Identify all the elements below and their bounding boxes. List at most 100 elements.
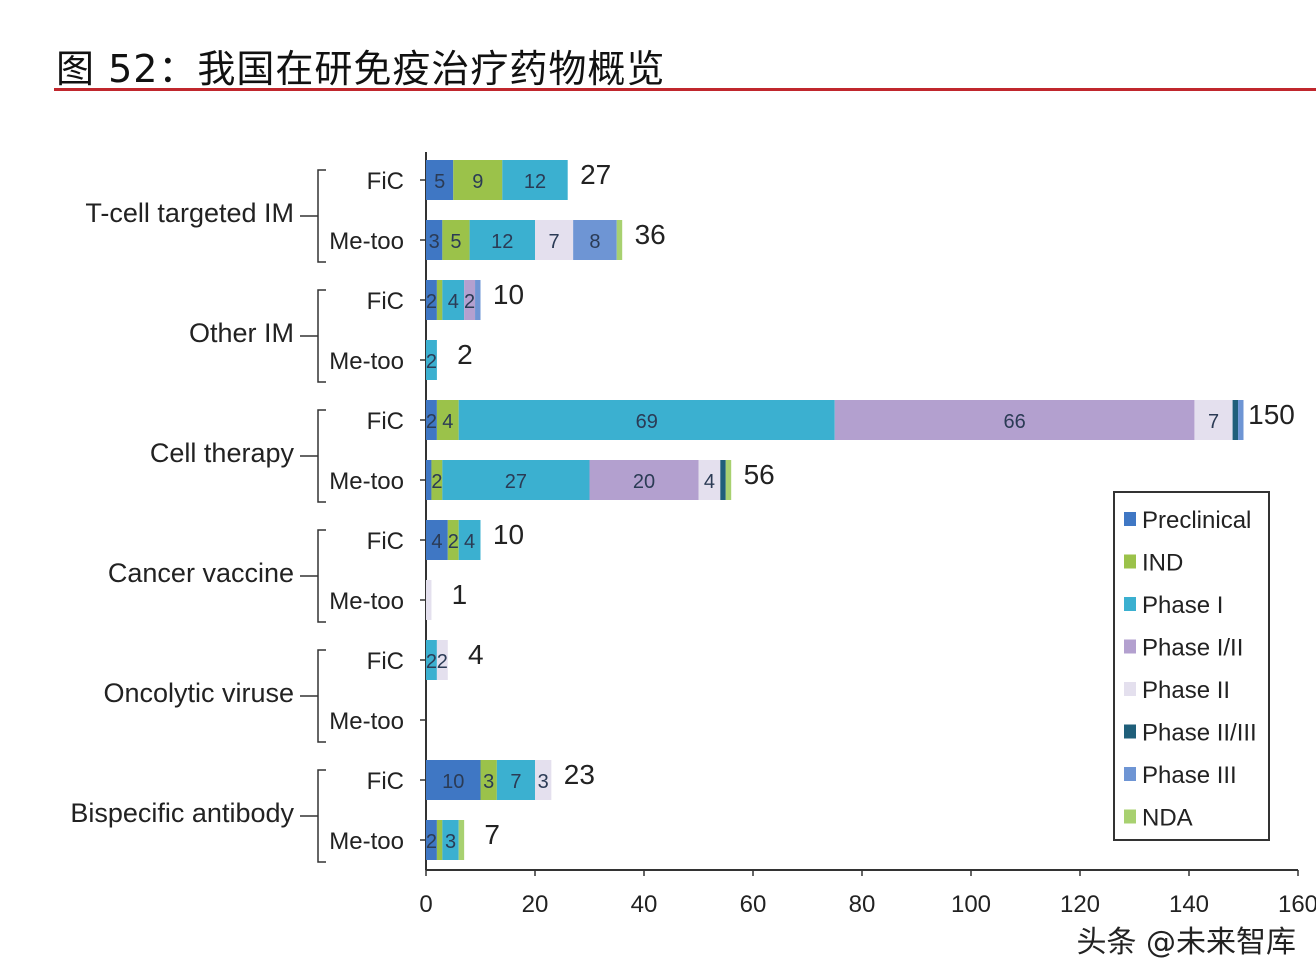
- legend-label: Phase III: [1142, 762, 1237, 789]
- group-bracket: [300, 169, 326, 263]
- bar-segment-preclinical: [426, 220, 443, 260]
- group-bracket: [300, 289, 326, 383]
- segment-label: 5: [450, 231, 461, 253]
- bar-segment-preclinical: [426, 400, 437, 440]
- x-tick-label: 140: [1169, 891, 1209, 918]
- group-label: Cell therapy: [150, 438, 295, 468]
- bar-segment-preclinical: [426, 160, 454, 200]
- group-bracket: [300, 529, 326, 623]
- bar-segment-phase-ii: [426, 580, 432, 620]
- watermark: 头条 @未来智库: [1076, 925, 1296, 960]
- legend-label: Phase I/II: [1142, 635, 1243, 662]
- bar-segment-preclinical: [426, 520, 448, 560]
- legend-label: Phase II/III: [1142, 720, 1257, 747]
- bar-segment-preclinical: [426, 460, 432, 500]
- group-bracket: [300, 409, 326, 503]
- row-total-label: 150: [1248, 399, 1295, 430]
- x-tick-label: 100: [951, 891, 991, 918]
- row-label: Me-too: [329, 708, 404, 735]
- bar-segment-ind: [436, 820, 443, 860]
- x-tick-label: 120: [1060, 891, 1100, 918]
- legend-box: [1113, 491, 1270, 841]
- row-total-label: 27: [580, 159, 611, 190]
- bar-segment-phase-ii-iii: [720, 460, 726, 500]
- row-label: Me-too: [329, 588, 404, 615]
- legend-swatch: [1124, 724, 1136, 739]
- bar-segment-phase-i-ii: [464, 280, 476, 320]
- figure-title: 图 52：我国在研免疫治疗药物概览: [56, 47, 666, 91]
- legend-swatch: [1124, 809, 1136, 824]
- row-label: FiC: [367, 768, 404, 795]
- segment-label: 9: [472, 171, 483, 193]
- segment-label: 12: [524, 171, 546, 193]
- bar-segment-phase-iii: [475, 280, 481, 320]
- row-total-label: 10: [493, 519, 524, 550]
- segment-label: 3: [445, 831, 456, 853]
- bar-segment-ind: [436, 400, 459, 440]
- bar-segment-ind: [453, 160, 503, 200]
- group-label: Cancer vaccine: [108, 558, 294, 588]
- segment-label: 4: [464, 531, 475, 553]
- legend-label: Preclinical: [1142, 507, 1251, 534]
- bar-segment-phase-i: [442, 820, 459, 860]
- row-total-label: 2: [457, 339, 473, 370]
- bar-segment-phase-i: [469, 220, 535, 260]
- bar-segment-phase-iii: [573, 220, 617, 260]
- bar-segment-phase-ii: [535, 760, 552, 800]
- segment-label: 2: [426, 291, 437, 313]
- legend-label: Phase II: [1142, 677, 1230, 704]
- legend-label: IND: [1142, 550, 1183, 577]
- segment-label: 2: [426, 351, 437, 373]
- legend-swatch: [1124, 639, 1136, 654]
- x-tick-label: 160: [1278, 891, 1316, 918]
- bar-segment-ind: [436, 280, 443, 320]
- legend-swatch: [1124, 597, 1136, 611]
- bar-segment-ind: [431, 460, 443, 500]
- segment-label: 3: [538, 771, 549, 793]
- x-tick-label: 60: [740, 891, 767, 918]
- row-total-label: 4: [468, 639, 484, 670]
- row-label: Me-too: [329, 228, 404, 255]
- segment-label: 2: [437, 651, 448, 673]
- bar-segment-nda: [725, 460, 732, 500]
- bar-segment-phase-i: [458, 400, 835, 440]
- segment-label: 20: [633, 471, 655, 493]
- bar-segment-phase-ii: [436, 640, 448, 680]
- legend-label: NDA: [1142, 805, 1193, 832]
- bar-segment-phase-i: [426, 640, 437, 680]
- segment-label: 4: [704, 471, 715, 493]
- bar-segment-nda: [616, 220, 623, 260]
- bar-segment-nda: [458, 820, 465, 860]
- row-label: Me-too: [329, 468, 404, 495]
- bar-segment-preclinical: [426, 280, 437, 320]
- segment-label: 5: [434, 171, 445, 193]
- row-total-label: 10: [493, 279, 524, 310]
- segment-label: 27: [505, 471, 527, 493]
- segment-label: 7: [1208, 411, 1219, 433]
- legend-label: Phase I: [1142, 592, 1223, 619]
- segment-label: 69: [636, 411, 658, 433]
- group-label: Bispecific antibody: [70, 798, 294, 828]
- bar-segment-phase-iii: [1238, 400, 1244, 440]
- segment-label: 2: [426, 411, 437, 433]
- segment-label: 7: [549, 231, 560, 253]
- bar-segment-phase-ii-iii: [1232, 400, 1239, 440]
- x-tick-label: 0: [419, 891, 432, 918]
- segment-label: 2: [464, 291, 475, 313]
- bar-segment-preclinical: [426, 820, 437, 860]
- legend-swatch: [1124, 554, 1136, 569]
- bar-segment-ind: [480, 760, 497, 800]
- bar-segment-phase-ii: [1194, 400, 1233, 440]
- row-label: FiC: [367, 288, 404, 315]
- bar-segment-phase-i: [442, 460, 590, 500]
- group-bracket: [300, 649, 326, 743]
- row-label: Me-too: [329, 828, 404, 855]
- row-total-label: 1: [452, 579, 468, 610]
- row-total-label: 56: [744, 459, 775, 490]
- segment-label: 7: [510, 771, 521, 793]
- segment-label: 2: [426, 651, 437, 673]
- segment-label: 2: [448, 531, 459, 553]
- segment-label: 66: [1003, 411, 1025, 433]
